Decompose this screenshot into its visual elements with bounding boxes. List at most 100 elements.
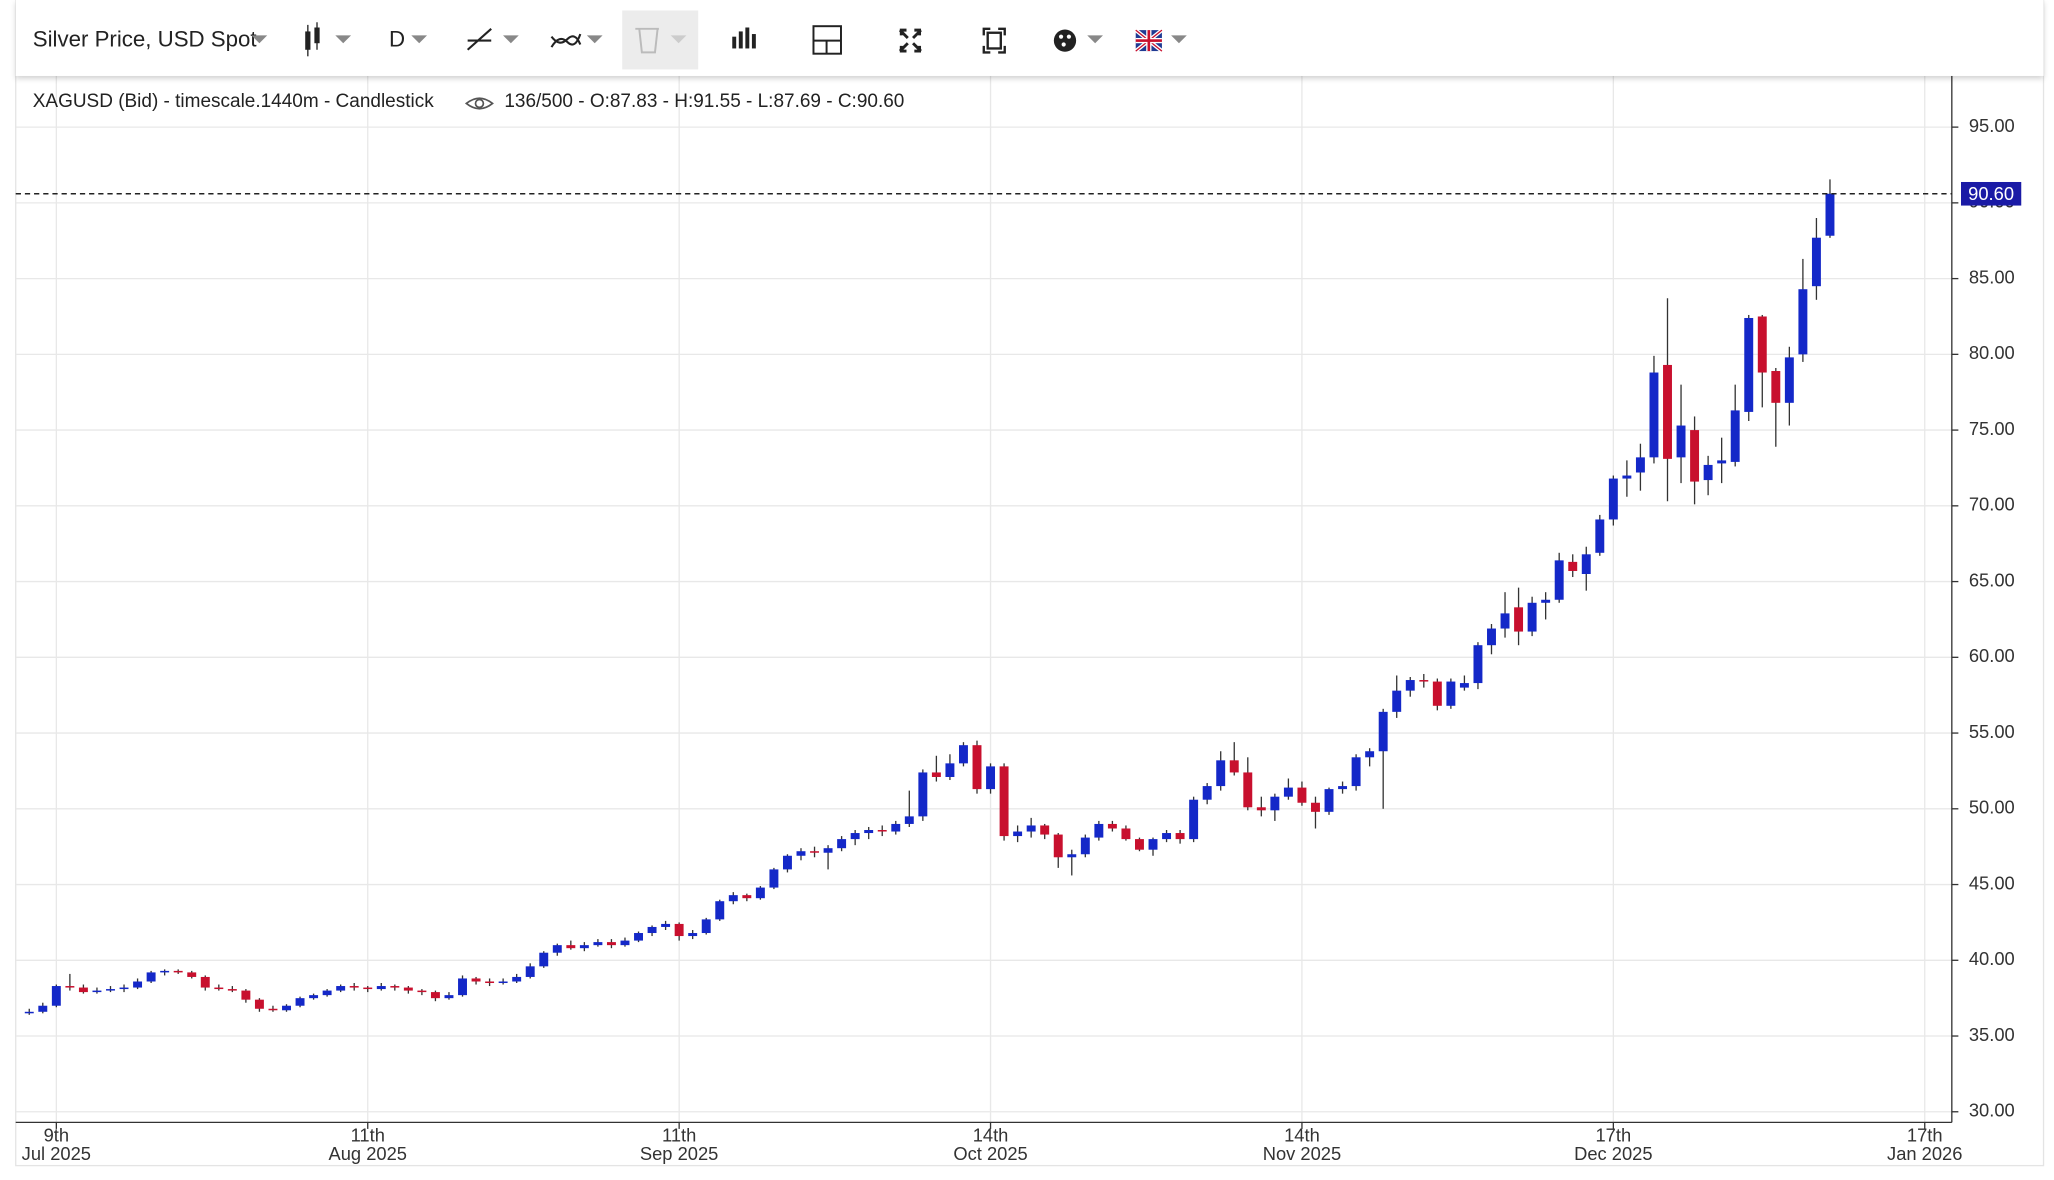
candle-body (755, 887, 765, 899)
candle-body (1541, 599, 1551, 603)
candle-body (593, 942, 603, 946)
candle-body (999, 766, 1009, 837)
candle-body (1798, 289, 1808, 355)
candle-body (1270, 796, 1280, 811)
delete-button[interactable] (622, 10, 699, 70)
candle-body (268, 1008, 278, 1011)
candle-body (1595, 519, 1605, 553)
candle-body (200, 976, 210, 988)
candle-body (647, 926, 657, 934)
candle-body (173, 970, 183, 973)
candle-body (1392, 690, 1402, 712)
candle-body (106, 989, 115, 991)
candle-body (1690, 430, 1700, 482)
candle-body (1825, 193, 1835, 236)
candle-body (634, 933, 643, 941)
candle-body (1622, 475, 1632, 479)
candle-body (1744, 317, 1754, 412)
candle-body (1500, 613, 1510, 629)
candle-body (1527, 602, 1537, 632)
candle-body (945, 763, 955, 777)
volume-button[interactable] (732, 27, 756, 49)
instrument-name: Silver Price, USD Spot (33, 26, 258, 51)
indicator-button[interactable] (550, 33, 603, 48)
candle-body (1432, 681, 1442, 706)
candle-body (525, 966, 535, 977)
candle-body (1419, 680, 1429, 682)
candle-body (1730, 410, 1740, 462)
candle-body (512, 976, 522, 982)
candle-body (1338, 786, 1348, 790)
candle-body (796, 851, 806, 856)
candle-body (1405, 680, 1415, 691)
y-tick-label: 35.00 (1969, 1024, 2015, 1045)
fullscreen-button[interactable] (898, 28, 922, 53)
language-button[interactable] (1134, 28, 1187, 53)
candle-body (1013, 831, 1023, 837)
candle-body (1067, 854, 1077, 858)
candle-body (1107, 823, 1117, 829)
candle-body (1229, 760, 1239, 773)
visibility-icon[interactable] (464, 97, 494, 110)
candle-body (958, 745, 968, 764)
candle-body (1784, 357, 1794, 403)
candle-body (1608, 478, 1618, 520)
instrument-select[interactable]: Silver Price, USD Spot (33, 26, 268, 51)
theme-button[interactable] (1053, 29, 1103, 52)
candle-body (1189, 799, 1199, 840)
candle-body (864, 830, 874, 834)
crosshair-button[interactable] (812, 25, 842, 55)
x-tick-label: 17th (1907, 1125, 1943, 1146)
candle-body (322, 990, 332, 996)
line-tool-button[interactable] (466, 28, 519, 51)
candle-body (1365, 751, 1375, 758)
candle-body (972, 745, 982, 790)
candle-body (1283, 787, 1293, 797)
candle-body (214, 987, 224, 990)
candle-body (417, 990, 427, 993)
candle-body (1202, 786, 1212, 800)
y-tick-label: 70.00 (1969, 494, 2015, 515)
y-tick-label: 80.00 (1969, 342, 2015, 363)
candle-body (1053, 834, 1063, 858)
y-tick-label: 50.00 (1969, 797, 2015, 818)
fit-button[interactable] (982, 27, 1006, 54)
candle-body (1256, 807, 1266, 811)
candle-body (1487, 628, 1496, 646)
candle-body (1663, 364, 1672, 459)
candle-body (877, 830, 887, 832)
candle-body (1162, 833, 1172, 840)
y-tick-label: 75.00 (1969, 418, 2015, 439)
candle-body (187, 972, 197, 977)
candle-body (539, 952, 549, 967)
interval-select[interactable]: D (389, 26, 428, 51)
candle-body (38, 1005, 48, 1012)
candle-body (227, 989, 237, 991)
candle-body (837, 839, 847, 849)
x-tick-label: 17th (1596, 1125, 1632, 1146)
candle-body (1514, 607, 1524, 632)
candle-body (1135, 839, 1144, 850)
candle-body (810, 851, 819, 853)
candle-body (552, 945, 562, 953)
candle-body (363, 987, 373, 990)
y-tick-label: 65.00 (1969, 569, 2015, 590)
y-tick-label: 95.00 (1969, 115, 2015, 136)
candle-body (282, 1005, 291, 1011)
x-tick-label: Sep 2025 (640, 1143, 718, 1164)
candle-body (1094, 823, 1104, 838)
candle-body (1026, 825, 1036, 832)
last-price-tag (1960, 181, 2022, 206)
candle-body (688, 933, 698, 937)
candle-body (701, 919, 711, 934)
candle-body (498, 981, 508, 984)
candle-body (1121, 828, 1131, 840)
x-tick-label: Jan 2026 (1887, 1143, 1962, 1164)
candle-body (65, 986, 75, 988)
candle-body (1351, 757, 1361, 787)
chart-type-button[interactable] (305, 22, 352, 57)
chart-title: XAGUSD (Bid) - timescale.1440m - Candles… (33, 91, 434, 112)
toolbar: Silver Price, USD Spot D (15, 0, 2044, 76)
x-tick-label: 14th (973, 1125, 1009, 1146)
